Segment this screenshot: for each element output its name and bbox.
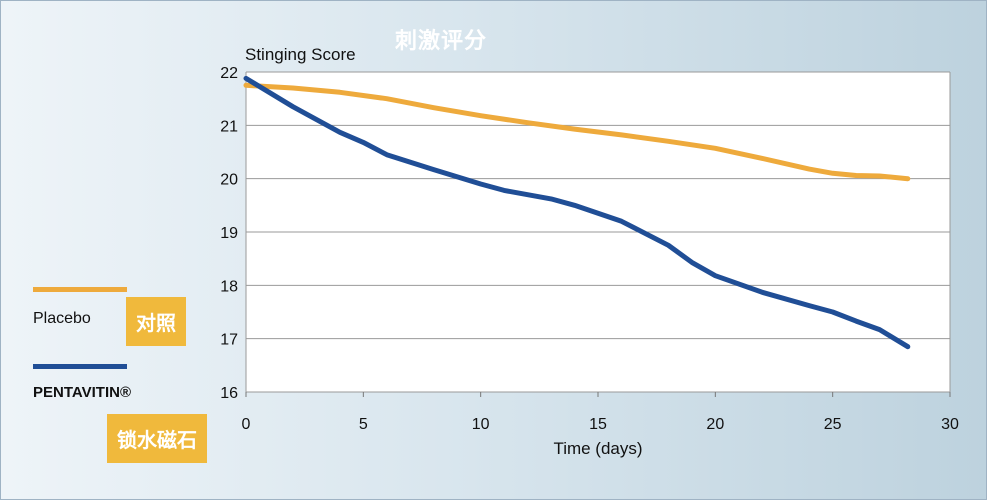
legend-label-placebo: Placebo <box>33 310 91 327</box>
series-line-placebo <box>243 82 911 182</box>
x-tick-label: 30 <box>941 416 959 433</box>
y-tick-label: 16 <box>220 385 238 402</box>
legend-badge-pentavitin: 锁水磁石 <box>107 414 207 463</box>
legend-swatch-pentavitin <box>33 364 127 369</box>
x-tick-label: 20 <box>706 416 724 433</box>
y-tick-label: 22 <box>220 65 238 82</box>
x-axis-label: Time (days) <box>553 439 642 458</box>
x-tick-label: 25 <box>824 416 842 433</box>
legend-badge-placebo: 对照 <box>126 297 186 346</box>
y-tick-label: 19 <box>220 225 238 242</box>
y-tick-label: 20 <box>220 172 238 189</box>
y-tick-label: 21 <box>220 118 238 135</box>
legend-label-pentavitin: PENTAVITIN® <box>33 384 131 401</box>
y-axis-label: Stinging Score <box>245 45 356 64</box>
y-tick-label: 18 <box>220 278 238 295</box>
legend-swatch-placebo <box>33 287 127 292</box>
series-line-pentavitin <box>243 75 911 350</box>
y-tick-label: 17 <box>220 332 238 349</box>
chart-title: 刺激评分 <box>395 29 488 54</box>
x-tick-label: 5 <box>359 416 368 433</box>
x-tick-label: 15 <box>589 416 607 433</box>
x-tick-label: 0 <box>242 416 251 433</box>
x-tick-label: 10 <box>472 416 490 433</box>
